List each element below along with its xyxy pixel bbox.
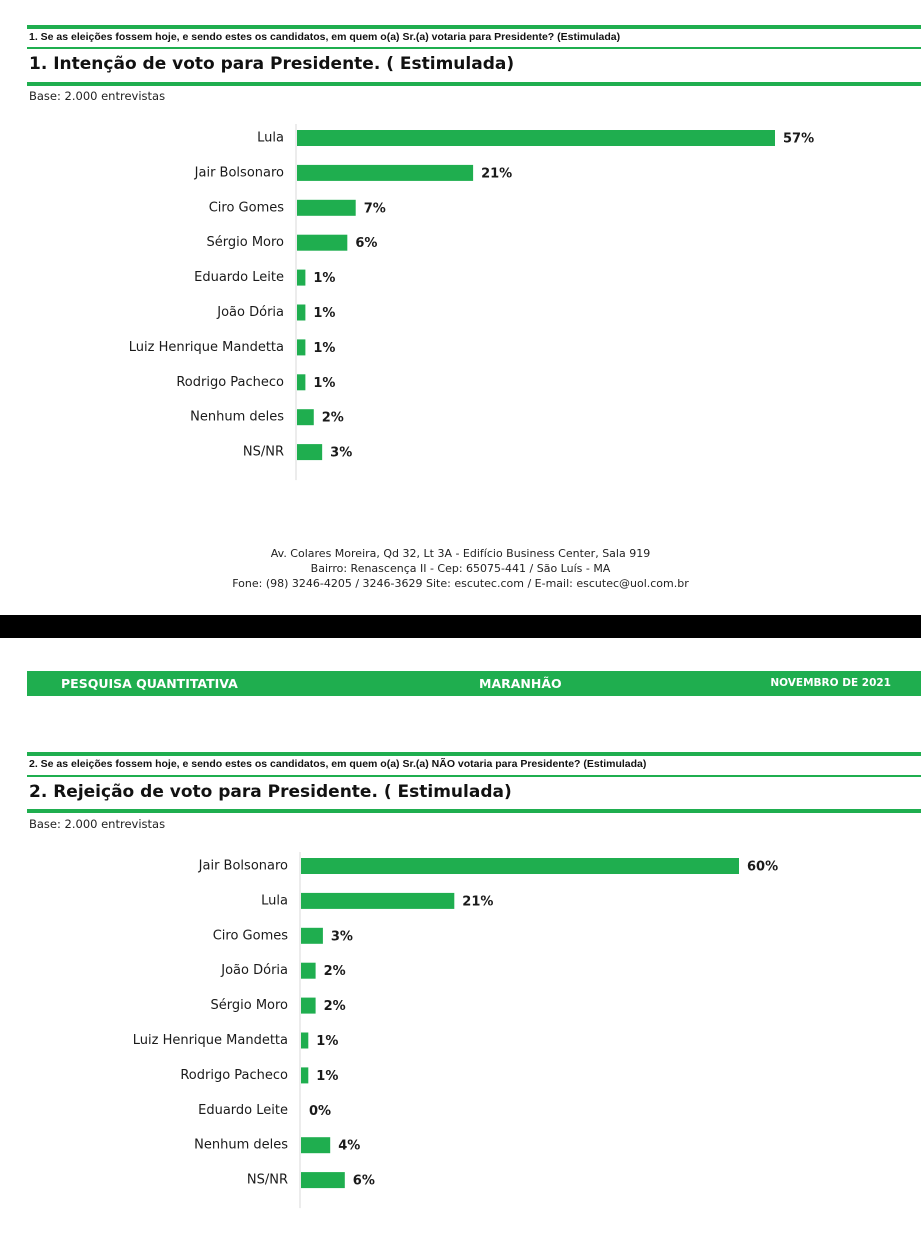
intention-value-label-ns-nr: 3%	[330, 446, 352, 461]
intention-value-label-lula: 57%	[783, 132, 814, 147]
rejection-value-label-ciro-gomes: 3%	[331, 929, 353, 944]
top-rule	[27, 25, 921, 29]
title-rule	[27, 82, 921, 86]
intention-category-label-jair-bolsonaro: Jair Bolsonaro	[194, 165, 284, 180]
banner-date: NOVEMBRO DE 2021	[770, 677, 891, 689]
base-text-2: Base: 2.000 entrevistas	[29, 817, 166, 831]
rejection-value-label-jair-bolsonaro: 60%	[747, 860, 778, 875]
intention-value-label-nenhum-deles: 2%	[322, 411, 344, 426]
rejection-value-label-joao-doria: 2%	[324, 964, 346, 979]
section-title-2: 2. Rejeição de voto para Presidente. ( E…	[29, 782, 512, 802]
rejection-category-label-lula: Lula	[261, 893, 288, 908]
intention-bar-nenhum-deles	[297, 409, 314, 426]
rejection-value-label-rodrigo-pacheco: 1%	[316, 1069, 338, 1084]
intention-bar-jair-bolsonaro	[297, 164, 474, 181]
intention-value-label-joao-doria: 1%	[313, 306, 335, 321]
banner-state: MARANHÃO	[479, 676, 562, 691]
rejection-bar-ns-nr	[301, 1172, 345, 1189]
rejection-category-label-joao-doria: João Dória	[220, 963, 288, 978]
intention-bar-rodrigo-pacheco	[297, 374, 306, 391]
rejection-bar-joao-doria	[301, 962, 316, 979]
banner-survey-type: PESQUISA QUANTITATIVA	[61, 676, 238, 691]
intention-category-label-nenhum-deles: Nenhum deles	[190, 410, 284, 425]
intention-bar-sergio-moro	[297, 234, 348, 251]
intention-value-label-eduardo-leite: 1%	[313, 271, 335, 286]
rejection-category-label-rodrigo-pacheco: Rodrigo Pacheco	[180, 1068, 288, 1083]
intention-bar-joao-doria	[297, 304, 306, 321]
footer-line-district: Bairro: Renascença II - Cep: 65075-441 /…	[310, 562, 611, 575]
intention-value-label-rodrigo-pacheco: 1%	[313, 376, 335, 391]
question-rule	[27, 47, 921, 49]
rejection-category-label-ns-nr: NS/NR	[247, 1173, 288, 1188]
intention-category-label-luiz-henrique-mandetta: Luiz Henrique Mandetta	[129, 340, 284, 355]
rejection-category-label-eduardo-leite: Eduardo Leite	[198, 1103, 288, 1118]
rejection-bar-nenhum-deles	[301, 1137, 331, 1154]
rejection-bar-luiz-henrique-mandetta	[301, 1032, 309, 1049]
rejection-value-label-lula: 21%	[462, 894, 493, 909]
rejection-bar-sergio-moro	[301, 997, 316, 1014]
intention-bar-luiz-henrique-mandetta	[297, 339, 306, 356]
rejection-bar-rodrigo-pacheco	[301, 1067, 309, 1084]
footer-address: Av. Colares Moreira, Qd 32, Lt 3A - Edif…	[0, 546, 921, 591]
vote-intention-chart-svg: Lula 57% Jair Bolsonaro 21% Ciro Gomes 7% Sérg…	[129, 124, 814, 481]
rejection-category-label-jair-bolsonaro: Jair Bolsonaro	[198, 859, 288, 874]
rejection-value-label-sergio-moro: 2%	[324, 999, 346, 1014]
title-rule-2	[27, 809, 921, 813]
intention-category-label-sergio-moro: Sérgio Moro	[207, 235, 285, 250]
question-text-2: 2. Se as eleições fossem hoje, e sendo e…	[29, 758, 647, 770]
rejection-bar-lula	[301, 892, 455, 909]
intention-category-label-rodrigo-pacheco: Rodrigo Pacheco	[176, 375, 284, 390]
rejection-category-label-luiz-henrique-mandetta: Luiz Henrique Mandetta	[133, 1033, 288, 1048]
intention-bar-lula	[297, 130, 775, 146]
question-text-1: 1. Se as eleições fossem hoje, e sendo e…	[29, 31, 621, 43]
footer-line-address: Av. Colares Moreira, Qd 32, Lt 3A - Edif…	[270, 547, 651, 560]
rejection-category-label-ciro-gomes: Ciro Gomes	[213, 928, 289, 943]
rejection-value-label-eduardo-leite: 0%	[309, 1104, 331, 1119]
intention-category-label-eduardo-leite: Eduardo Leite	[194, 270, 284, 285]
page-divider	[0, 615, 921, 638]
rejection-bar-jair-bolsonaro	[301, 858, 739, 874]
rejection-value-label-luiz-henrique-mandetta: 1%	[316, 1034, 338, 1049]
header-banner: PESQUISA QUANTITATIVA MARANHÃO NOVEMBRO …	[27, 671, 921, 696]
footer-line-contact: Fone: (98) 3246-4205 / 3246-3629 Site: e…	[232, 577, 689, 590]
section-title-1: 1. Intenção de voto para Presidente. ( E…	[29, 54, 515, 74]
intention-value-label-sergio-moro: 6%	[355, 236, 377, 251]
rejection-value-label-ns-nr: 6%	[353, 1174, 375, 1189]
rejection-category-label-nenhum-deles: Nenhum deles	[194, 1138, 288, 1153]
intention-bar-ns-nr	[297, 444, 323, 461]
intention-category-label-joao-doria: João Dória	[216, 305, 284, 320]
report-page-1: 1. Se as eleições fossem hoje, e sendo e…	[0, 0, 921, 615]
intention-bar-ciro-gomes	[297, 199, 356, 216]
intention-category-label-ns-nr: NS/NR	[243, 445, 284, 460]
base-text-1: Base: 2.000 entrevistas	[29, 89, 166, 103]
question-rule-2	[27, 775, 921, 777]
rejection-value-label-nenhum-deles: 4%	[338, 1139, 360, 1154]
rejection-category-label-sergio-moro: Sérgio Moro	[211, 998, 289, 1013]
vote-rejection-chart-svg: Jair Bolsonaro 60% Lula 21% Ciro Gomes 3% João…	[133, 852, 778, 1209]
intention-bar-eduardo-leite	[297, 269, 306, 286]
report-page-2: PESQUISA QUANTITATIVA MARANHÃO NOVEMBRO …	[0, 638, 921, 1245]
intention-value-label-luiz-henrique-mandetta: 1%	[313, 341, 335, 356]
intention-category-label-lula: Lula	[257, 131, 284, 146]
vote-intention-chart: Lula 57% Jair Bolsonaro 21% Ciro Gomes 7% Sérg…	[0, 120, 921, 481]
top-rule-2	[27, 752, 921, 756]
intention-value-label-jair-bolsonaro: 21%	[481, 166, 512, 181]
intention-value-label-ciro-gomes: 7%	[364, 201, 386, 216]
rejection-bar-ciro-gomes	[301, 927, 323, 944]
vote-rejection-chart: Jair Bolsonaro 60% Lula 21% Ciro Gomes 3% João…	[0, 848, 921, 1209]
intention-category-label-ciro-gomes: Ciro Gomes	[209, 200, 285, 215]
